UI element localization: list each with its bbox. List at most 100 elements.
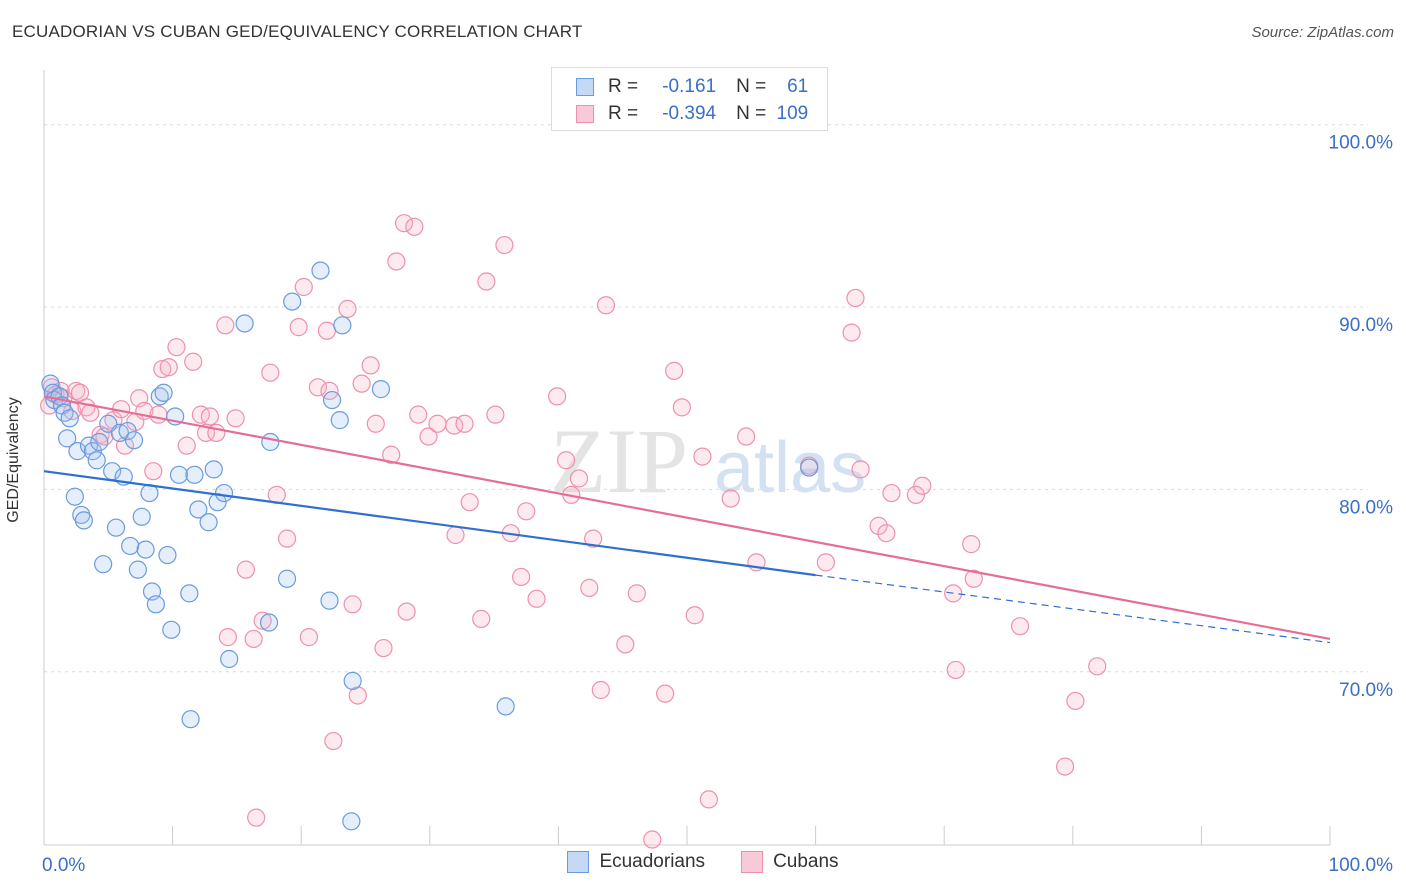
cuban-point	[184, 352, 203, 371]
y-tick-label: 80.0%	[1339, 497, 1393, 518]
ecuadorian-point	[333, 316, 352, 335]
ecuadorian-point	[181, 710, 200, 729]
series-legend-ecuadorians: Ecuadorians	[567, 851, 705, 873]
cuban-point	[527, 589, 546, 608]
ecuadorian-point	[87, 451, 106, 470]
watermark-zip: ZIP	[550, 410, 688, 512]
ecuadorian-point	[128, 560, 147, 579]
legend-r-label: R =	[608, 103, 639, 124]
legend-r-value: -0.161	[662, 76, 717, 97]
cuban-point	[913, 476, 932, 495]
cuban-point	[580, 578, 599, 597]
cuban-point	[324, 731, 343, 751]
cuban-point	[569, 469, 589, 488]
ecuadorian-point	[496, 697, 515, 716]
cuban-point	[1055, 757, 1075, 776]
ecuadorian-point	[261, 432, 280, 452]
cuban-point	[446, 525, 465, 545]
ecuadorian-point	[220, 649, 239, 669]
cuban-point	[338, 299, 357, 318]
cuban-point	[366, 414, 385, 433]
cuban-point	[656, 684, 675, 703]
cubans-points	[40, 214, 1107, 849]
ecuadorian-point	[189, 500, 208, 519]
cuban-point	[244, 629, 263, 649]
cuban-point	[144, 462, 163, 481]
series-legend: Ecuadorians Cubans	[0, 851, 1406, 873]
cuban-point	[1066, 691, 1085, 711]
ecuadorian-point	[65, 487, 84, 506]
cuban-point	[737, 427, 756, 446]
cuban-point	[200, 407, 219, 426]
correlation-legend: R = -0.161 N = 61 R = -0.394 N = 109	[551, 67, 828, 131]
ecuadorians-trend-extension	[815, 574, 1331, 644]
ecuadorian-point	[311, 261, 330, 280]
cuban-point	[167, 338, 186, 357]
cuban-point	[277, 529, 297, 548]
cuban-point	[877, 524, 896, 543]
ecuadorian-point	[235, 314, 254, 333]
cuban-point	[394, 214, 414, 233]
cuban-point	[253, 611, 272, 630]
cuban-point	[882, 483, 901, 503]
ecuadorian-point	[277, 569, 297, 588]
cuban-point	[294, 277, 313, 297]
cuban-point	[343, 595, 362, 614]
cuban-point	[419, 427, 438, 446]
cuban-point	[317, 321, 337, 340]
cuban-point	[685, 606, 704, 625]
cuban-point	[1010, 617, 1030, 636]
legend-r-label: R =	[608, 76, 639, 97]
ecuadorian-point	[132, 507, 151, 526]
cuban-point	[361, 356, 380, 375]
x-tick-label: 100.0%	[1329, 855, 1394, 876]
ecuadorian-point	[58, 429, 77, 448]
cuban-point	[816, 553, 835, 572]
ecuadorian-point	[158, 545, 177, 565]
cuban-point	[616, 635, 635, 654]
ecuadorian-point	[283, 292, 302, 311]
cuban-point	[409, 405, 428, 424]
legend-row-cubans: R = -0.394 N = 109	[576, 101, 808, 127]
cuban-point	[964, 569, 983, 588]
cuban-point	[1088, 657, 1107, 676]
ecuadorian-point	[180, 584, 199, 603]
ecuadorian-point	[83, 442, 102, 461]
chart-title: ECUADORIAN VS CUBAN GED/EQUIVALENCY CORR…	[12, 22, 583, 41]
cuban-point	[460, 493, 479, 512]
legend-r-value: -0.394	[662, 103, 717, 124]
cuban-point	[247, 808, 266, 827]
cuban-point	[397, 602, 416, 621]
ecuadorian-point	[330, 411, 349, 430]
trend-lines	[43, 395, 1331, 644]
cubans-swatch	[576, 105, 594, 123]
cuban-point	[693, 447, 712, 466]
ecuadorian-point	[343, 671, 362, 690]
cuban-point	[149, 405, 168, 424]
legend-row-ecuadorians: R = -0.161 N = 61	[576, 74, 808, 100]
cuban-point	[159, 358, 178, 377]
cuban-point	[946, 660, 965, 680]
cuban-point	[289, 318, 308, 337]
ecuadorian-point	[204, 460, 223, 479]
cuban-point	[218, 628, 237, 647]
cuban-point	[428, 414, 447, 433]
cubans-legend-swatch	[741, 851, 764, 873]
ecuadorians-legend-swatch	[567, 851, 590, 873]
cuban-point	[672, 398, 691, 417]
ecuadorian-point	[136, 540, 155, 559]
cuban-point	[486, 405, 505, 424]
cuban-point	[477, 272, 496, 291]
ecuadorian-point	[74, 511, 93, 530]
ecuadorian-point	[55, 403, 74, 422]
cubans-trend-line	[43, 395, 1331, 641]
y-tick-label: 100.0%	[1329, 133, 1394, 154]
cuban-point	[299, 628, 319, 647]
ecuadorian-point	[106, 518, 126, 537]
cuban-point	[352, 374, 371, 393]
cuban-point	[191, 405, 210, 424]
cuban-point	[557, 451, 576, 470]
ecuadorian-point	[342, 812, 361, 831]
tick-labels: 100.0% 90.0% 80.0% 70.0% 0.0% 100.0%	[42, 133, 1393, 876]
